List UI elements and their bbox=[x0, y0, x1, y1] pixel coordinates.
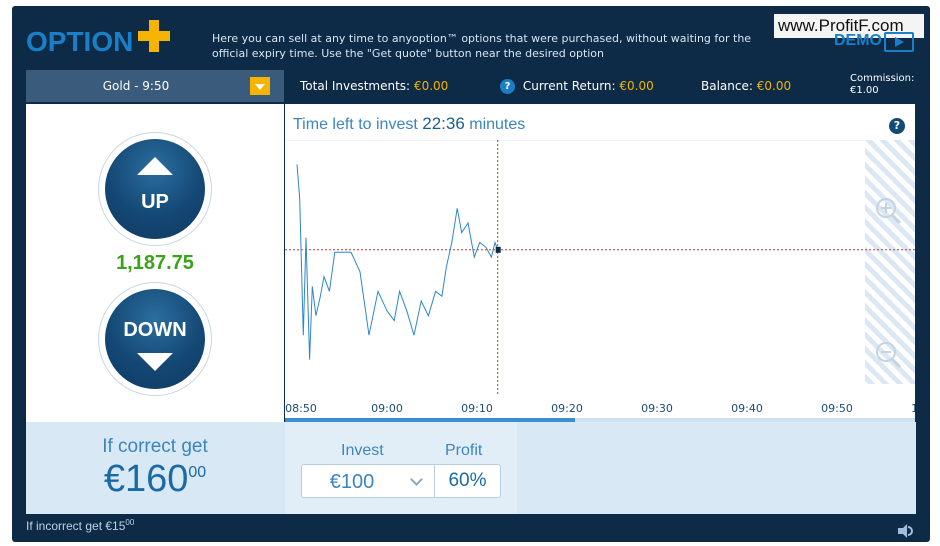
bottom-panel: If correct get €16000 Invest Profit €100… bbox=[26, 422, 916, 514]
current-return-value: €0.00 bbox=[619, 79, 654, 93]
dropdown-arrow-icon[interactable] bbox=[250, 77, 270, 95]
time-left: Time left to invest 22:36 minutes bbox=[293, 114, 525, 134]
payout-amount: €16000 bbox=[26, 458, 284, 501]
commission: Commission: €1.00 bbox=[850, 73, 930, 97]
down-button[interactable]: DOWN bbox=[98, 282, 212, 396]
payout-main: €160 bbox=[103, 458, 189, 500]
price-chart: 08:50 09:00 09:10 09:20 09:30 09:40 09:50 10:00 bbox=[285, 140, 915, 422]
logo: OPTION bbox=[26, 26, 133, 58]
x-tick-label: 09:10 bbox=[461, 402, 493, 415]
commission-label: Commission: bbox=[850, 73, 915, 84]
incorrect-label: If incorrect get €15 bbox=[26, 519, 126, 533]
invest-value: €100 bbox=[329, 471, 375, 493]
x-tick-label: 09:40 bbox=[731, 402, 763, 415]
asset-selector[interactable]: Gold - 9:50 bbox=[26, 70, 284, 102]
balance: Balance: €0.00 bbox=[701, 70, 791, 102]
time-left-label: Time left to invest bbox=[293, 116, 418, 133]
down-arrow-icon bbox=[137, 353, 173, 371]
time-left-value: 22:36 bbox=[422, 114, 465, 133]
correct-label: If correct get bbox=[102, 436, 208, 457]
incorrect-cents: 00 bbox=[125, 518, 135, 527]
balance-label: Balance: bbox=[701, 79, 753, 93]
payout-box: If correct get €16000 bbox=[26, 422, 284, 514]
up-button[interactable]: UP bbox=[98, 132, 212, 246]
incorrect-payout: If incorrect get €1500 bbox=[26, 518, 134, 533]
expiry-zone bbox=[865, 140, 915, 384]
elapsed-bar bbox=[285, 418, 575, 422]
current-point bbox=[495, 246, 501, 253]
profit-label: Profit bbox=[445, 442, 483, 459]
price-series-line bbox=[296, 164, 499, 360]
help-icon[interactable]: ? bbox=[889, 118, 905, 134]
invest-box: Invest Profit €100 60% bbox=[285, 422, 517, 514]
chevron-down-icon bbox=[410, 473, 423, 486]
x-tick-label: 09:30 bbox=[641, 402, 673, 415]
watermark: www.ProfitF.com bbox=[774, 14, 924, 38]
x-tick-label: 09:50 bbox=[821, 402, 853, 415]
x-tick-label: 10:00 bbox=[911, 402, 915, 415]
x-tick-label: 09:20 bbox=[551, 402, 583, 415]
down-label: DOWN bbox=[123, 319, 187, 341]
demo-label[interactable]: DEMO bbox=[834, 32, 882, 49]
balance-value: €0.00 bbox=[756, 79, 792, 93]
remaining-bar bbox=[575, 418, 915, 422]
chart-panel: Time left to invest 22:36 minutes ? bbox=[285, 104, 915, 422]
up-arrow-icon bbox=[137, 157, 173, 175]
zoom-in-icon[interactable] bbox=[876, 198, 902, 225]
current-price: 1,187.75 bbox=[116, 252, 194, 274]
intro-text: Here you can sell at any time to anyopti… bbox=[212, 31, 792, 61]
zoom-out-icon[interactable] bbox=[876, 342, 902, 369]
total-investments: Total Investments: €0.00 bbox=[300, 70, 448, 102]
trade-panel: UP 1,187.75 DOWN bbox=[26, 104, 284, 422]
x-tick-label: 09:00 bbox=[371, 402, 403, 415]
logo-text: OPTION bbox=[26, 26, 134, 57]
total-investments-value: €0.00 bbox=[413, 79, 449, 93]
plus-icon bbox=[138, 20, 170, 52]
help-icon[interactable]: ? bbox=[500, 79, 515, 94]
current-return-label: Current Return: bbox=[522, 79, 616, 93]
time-left-unit: minutes bbox=[469, 116, 526, 133]
invest-label: Invest bbox=[341, 442, 384, 459]
intro-line-2: official expiry time. Use the "Get quote… bbox=[212, 47, 605, 60]
current-return: ? Current Return: €0.00 bbox=[500, 70, 654, 102]
intro-line-1: Here you can sell at any time to anyopti… bbox=[212, 32, 752, 45]
speaker-icon[interactable] bbox=[898, 524, 914, 538]
x-tick-label: 08:50 bbox=[285, 402, 317, 415]
trading-widget: OPTION Here you can sell at any time to … bbox=[12, 6, 930, 542]
payout-cents: 00 bbox=[188, 464, 207, 481]
total-investments-label: Total Investments: bbox=[300, 79, 411, 93]
profit-value: 60% bbox=[435, 464, 501, 498]
commission-value: €1.00 bbox=[850, 85, 879, 96]
asset-name: Gold - 9:50 bbox=[102, 79, 170, 93]
monitor-icon[interactable] bbox=[884, 32, 914, 52]
invest-select[interactable]: €100 bbox=[301, 464, 435, 498]
up-label: UP bbox=[141, 191, 169, 213]
